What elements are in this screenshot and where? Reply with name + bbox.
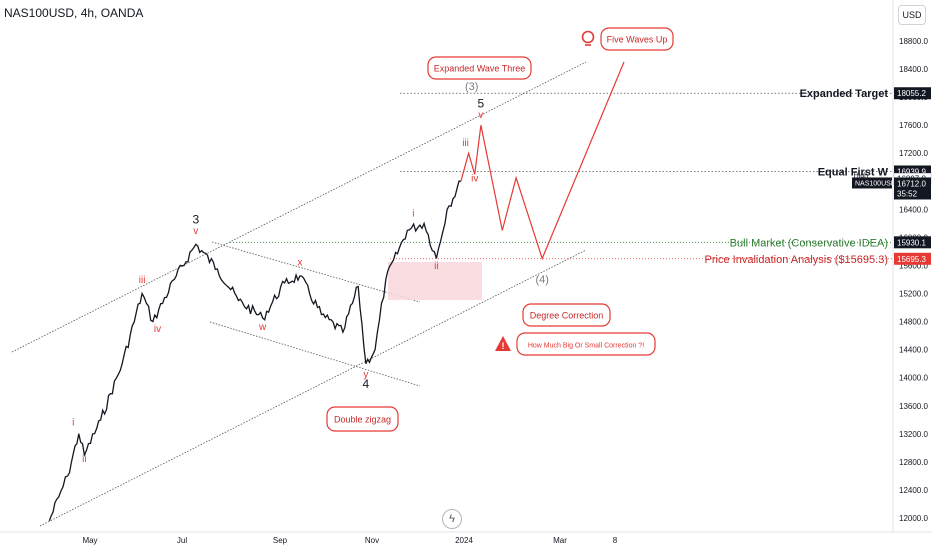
warning-icon	[495, 336, 511, 351]
level-price-tag-text: 18055.2	[897, 89, 926, 98]
lower-channel-line	[39, 249, 587, 527]
annotation-text: Five Waves Up	[607, 35, 668, 45]
y-tick-label: 13600.0	[899, 402, 928, 411]
wave-label: 3	[192, 212, 199, 226]
current-price-value: 16712.0	[897, 179, 926, 188]
x-tick-label: Jul	[177, 536, 187, 545]
lightbulb-icon	[581, 30, 595, 44]
annotation-box[interactable]	[326, 406, 399, 432]
projection-path	[460, 61, 625, 261]
x-tick-label: 2024	[455, 536, 473, 545]
wave-label: i	[72, 417, 74, 428]
level-label: Equal First W	[818, 166, 889, 178]
annotation-box[interactable]	[600, 27, 674, 51]
wave-label: (4)	[535, 274, 548, 286]
level-price-tag-text: 15695.3	[897, 255, 926, 264]
currency-badge[interactable]: USD	[898, 5, 926, 25]
current-price-tag	[894, 177, 931, 200]
y-tick-label: 14000.0	[899, 374, 928, 383]
wave-label: 5	[478, 97, 485, 111]
y-tick-label: 17200.0	[899, 149, 928, 158]
high-marker-label: High	[854, 172, 869, 179]
symbol-title: NAS100USD, 4h, OANDA	[4, 6, 144, 20]
bar-countdown: 35:52	[897, 189, 918, 198]
wave-label: v	[478, 110, 483, 121]
warning-icon-mark: !	[502, 341, 505, 351]
level-label: Price Invalidation Analysis ($15695.3)	[705, 254, 888, 266]
annotation-text: Degree Correction	[530, 311, 604, 321]
annotation-text: How Much Big Or Small Correction ?!	[528, 343, 644, 350]
level-label: Bull Market (Conservative IDEA)	[730, 237, 888, 249]
wave-label: y	[363, 370, 368, 381]
wave-label: iv	[154, 324, 161, 335]
x-tick-label: Sep	[273, 536, 288, 545]
annotation-box[interactable]	[427, 56, 532, 80]
corrective-channel-lower	[209, 321, 421, 387]
level-price-tag	[894, 252, 931, 265]
corrective-channel-upper	[211, 241, 421, 303]
y-tick-label: 12400.0	[899, 486, 928, 495]
y-tick-label: 15600.0	[899, 261, 928, 270]
x-tick-label: Mar	[553, 536, 567, 545]
wave-label: ii	[434, 261, 438, 272]
annotation-text: Double zigzag	[334, 415, 391, 425]
wave-label: iii	[462, 138, 469, 149]
wave-label: ii	[82, 454, 86, 465]
tradingview-logo-icon[interactable]: ϟ	[442, 509, 462, 529]
x-tick-label: Nov	[365, 536, 379, 545]
y-tick-label: 13200.0	[899, 430, 928, 439]
annotation-box[interactable]	[516, 332, 656, 356]
wave-label: 4	[363, 377, 370, 391]
y-tick-label: 12000.0	[899, 514, 928, 523]
price-series	[48, 180, 461, 522]
x-tick-label: May	[82, 536, 97, 545]
invalidation-zone	[388, 262, 482, 300]
symbol-tag	[852, 177, 892, 189]
level-price-tag-text: 15930.1	[897, 238, 926, 247]
y-tick-label: 12800.0	[899, 458, 928, 467]
wave-label: i	[412, 208, 414, 219]
y-tick-label: 16400.0	[899, 205, 928, 214]
y-tick-label: 14400.0	[899, 346, 928, 355]
x-tick-label: 8	[613, 536, 618, 545]
level-price-tag-text: 16939.9	[897, 167, 926, 176]
y-tick-label: 14800.0	[899, 318, 928, 327]
wave-label: (3)	[465, 81, 478, 93]
y-tick-label: 18400.0	[899, 65, 928, 74]
price-axis-panel[interactable]	[893, 0, 932, 550]
upper-channel-line	[11, 61, 587, 353]
wave-label: iii	[139, 275, 146, 286]
symbol-tag-text: NAS100USD	[855, 180, 896, 187]
level-price-tag	[894, 236, 931, 249]
wave-label: x	[297, 257, 302, 268]
y-tick-label: 17600.0	[899, 121, 928, 130]
wave-label: v	[193, 226, 198, 237]
wave-label: w	[258, 322, 267, 333]
annotation-text: Expanded Wave Three	[434, 64, 526, 74]
level-label: Expanded Target	[800, 88, 889, 100]
level-price-tag	[894, 87, 931, 100]
wave-label: iv	[471, 173, 478, 184]
y-tick-label: 18800.0	[899, 37, 928, 46]
y-tick-label: 15200.0	[899, 290, 928, 299]
annotation-box[interactable]	[522, 303, 611, 327]
